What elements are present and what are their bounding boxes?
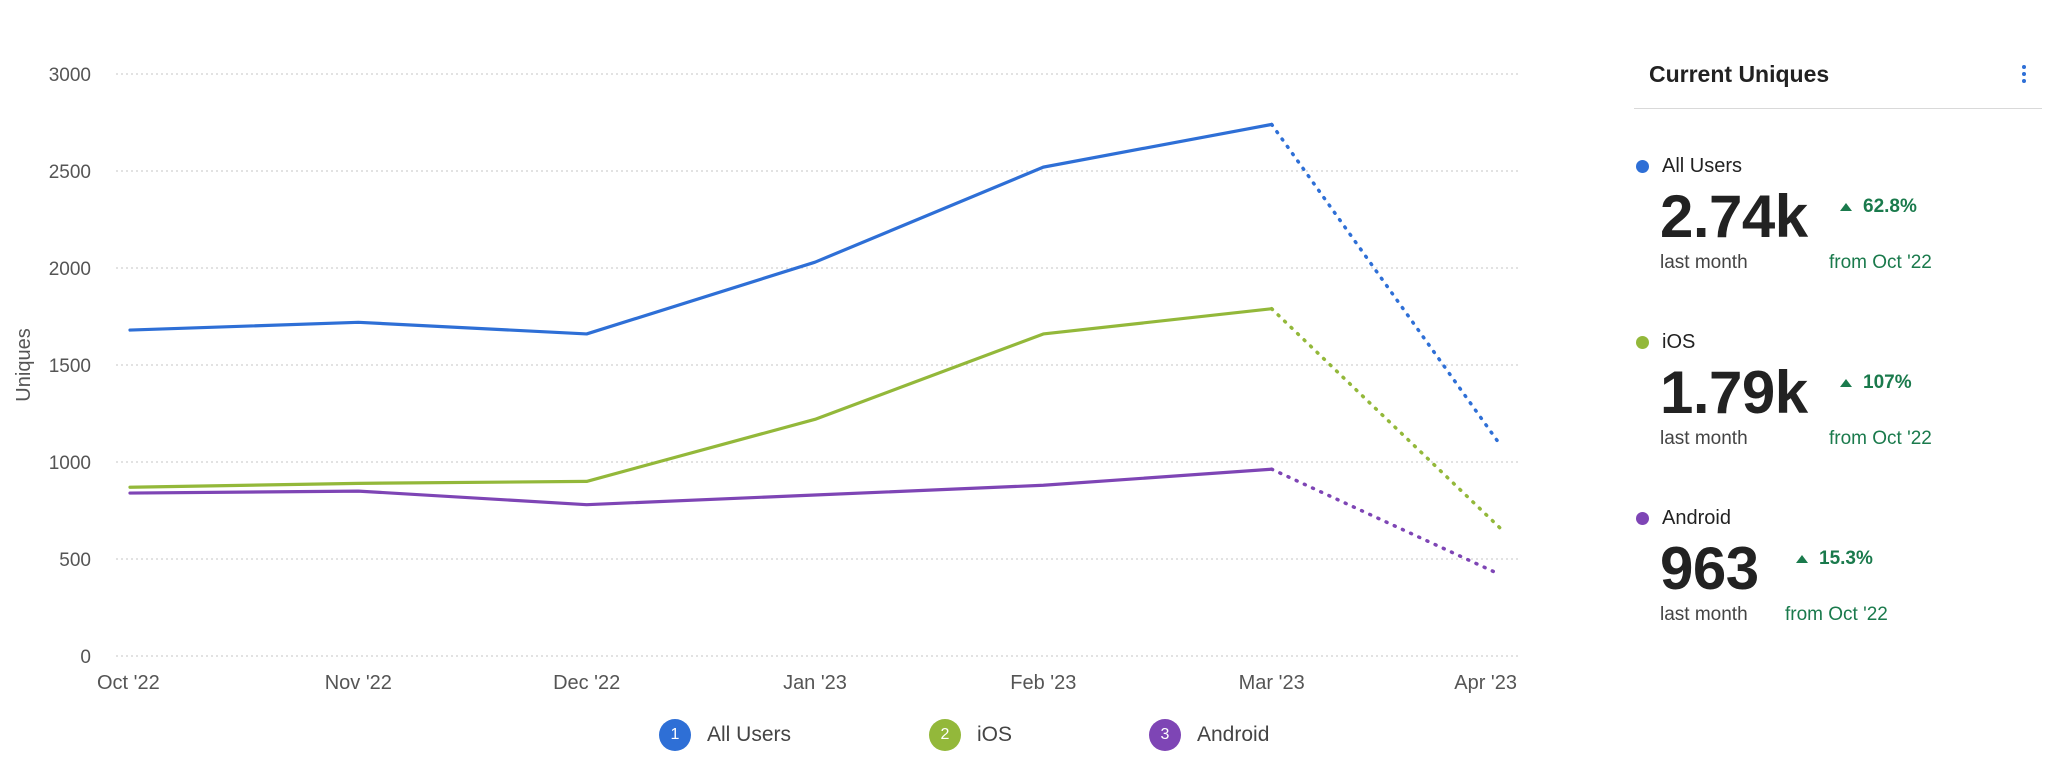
metric-comparison: from Oct '22 (1785, 604, 1888, 625)
x-tick-label: Mar '23 (1239, 672, 1305, 694)
y-tick-label: 3000 (49, 65, 91, 86)
legend-number-badge: 2 (929, 719, 961, 751)
x-tick-label: Nov '22 (325, 672, 392, 694)
x-tick-label: Apr '23 (1454, 672, 1517, 694)
series-line-ios (128, 307, 1274, 489)
series-lines (128, 122, 1502, 577)
y-tick-label: 1000 (49, 453, 91, 474)
x-tick-label: Feb '23 (1010, 672, 1076, 694)
series-line-all-users (128, 122, 1274, 336)
x-tick-label: Dec '22 (553, 672, 620, 694)
metric-change-value: 62.8% (1863, 196, 1917, 217)
metric-period: last month (1660, 428, 1748, 449)
kebab-menu-icon[interactable] (2016, 59, 2032, 89)
legend-item-ios[interactable]: 2 iOS (929, 718, 1012, 752)
metric-change: 62.8% (1840, 196, 1917, 218)
metric-ios: iOS 1.79k last month 107% from Oct '22 (1634, 328, 2034, 449)
current-uniques-panel: Current Uniques All Users 2.74k last mon… (1634, 40, 2042, 625)
metric-comparison: from Oct '22 (1829, 252, 1932, 273)
series-projection-ios (1269, 306, 1502, 530)
metric-value: 2.74k (1660, 183, 1808, 250)
legend-item-all-users[interactable]: 1 All Users (659, 718, 791, 752)
metric-value: 963 (1660, 535, 1759, 602)
legend-label: Android (1197, 723, 1270, 746)
x-axis-ticks: Oct '22 Nov '22 Dec '22 Jan '23 Feb '23 Mar '… (97, 672, 1517, 694)
legend-number-badge: 3 (1149, 719, 1181, 751)
y-axis-ticks: 0 500 1000 1500 2000 2500 3000 (49, 65, 91, 668)
panel-title: Current Uniques (1649, 60, 1830, 87)
metric-period: last month (1660, 252, 1748, 273)
metric-comparison: from Oct '22 (1829, 428, 1932, 449)
uniques-line-chart: 0 500 1000 1500 2000 2500 3000 Oct '22 Nov '22 D… (13, 65, 1519, 694)
y-tick-label: 1500 (49, 356, 91, 377)
x-tick-label: Oct '22 (97, 672, 160, 694)
metric-change-value: 107% (1863, 372, 1912, 393)
legend-label: All Users (707, 723, 792, 746)
legend-item-android[interactable]: 3 Android (1149, 718, 1269, 752)
gridlines (116, 73, 1519, 657)
legend-number-badge: 1 (659, 719, 691, 751)
y-tick-label: 2500 (49, 162, 91, 183)
series-color-dot (1636, 335, 1649, 349)
y-axis-title: Uniques (13, 328, 35, 401)
series-projection-all-users (1269, 122, 1502, 447)
series-line-android (128, 467, 1274, 507)
up-arrow-icon (1840, 203, 1852, 211)
up-arrow-icon (1796, 555, 1808, 563)
metric-period: last month (1660, 604, 1748, 625)
panel-header: Current Uniques (1634, 40, 2042, 109)
metric-name: Android (1662, 506, 1731, 529)
series-color-dot (1636, 511, 1649, 525)
metric-android: Android 963 last month 15.3% from Oct '2… (1634, 504, 2034, 625)
y-tick-label: 2000 (49, 259, 91, 280)
y-tick-label: 0 (80, 647, 91, 668)
metric-name: iOS (1662, 330, 1696, 353)
series-projection-android (1269, 467, 1502, 577)
metric-change: 107% (1840, 372, 1912, 394)
metric-all-users: All Users 2.74k last month 62.8% from Oc… (1634, 152, 2034, 273)
up-arrow-icon (1840, 379, 1852, 387)
metric-name: All Users (1662, 154, 1743, 177)
y-tick-label: 500 (59, 550, 91, 571)
metric-value: 1.79k (1660, 359, 1808, 426)
legend-label: iOS (977, 723, 1013, 746)
series-color-dot (1636, 159, 1649, 173)
x-tick-label: Jan '23 (783, 672, 847, 694)
metric-change-value: 15.3% (1819, 548, 1873, 569)
metric-change: 15.3% (1796, 548, 1873, 570)
